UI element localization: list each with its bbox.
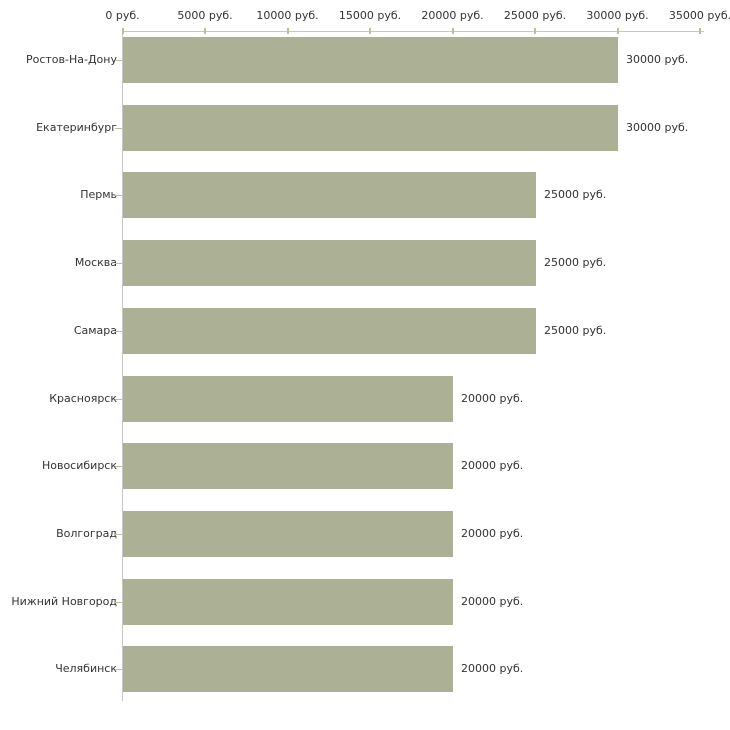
bar	[123, 37, 618, 83]
x-axis-tick-label: 30000 руб.	[586, 9, 649, 22]
value-label: 20000 руб.	[461, 392, 524, 405]
y-axis-tick-mark	[115, 263, 122, 264]
bar	[123, 240, 536, 286]
bar	[123, 376, 453, 422]
y-axis-tick-mark	[115, 331, 122, 332]
bar	[123, 443, 453, 489]
category-label: Красноярск	[49, 392, 117, 405]
bar	[123, 511, 453, 557]
y-axis-tick-mark	[115, 669, 122, 670]
x-axis-tick-mark	[204, 28, 206, 34]
category-label: Челябинск	[55, 662, 117, 675]
x-axis-tick-label: 20000 руб.	[421, 9, 484, 22]
x-axis-tick-label: 15000 руб.	[338, 9, 402, 22]
x-axis-tick-label: 0 руб.	[105, 9, 140, 22]
bar	[123, 579, 453, 625]
y-axis-tick-mark	[115, 466, 122, 467]
x-axis-tick-label: 5000 руб.	[177, 9, 233, 22]
category-label: Нижний Новгород	[11, 595, 117, 608]
bar	[123, 646, 453, 692]
value-label: 25000 руб.	[544, 188, 607, 201]
value-label: 20000 руб.	[461, 459, 524, 472]
y-axis-tick-mark	[115, 534, 122, 535]
bar	[123, 172, 536, 218]
value-label: 25000 руб.	[544, 324, 607, 337]
value-label: 20000 руб.	[461, 662, 524, 675]
category-label: Екатеринбург	[36, 121, 117, 134]
y-axis-tick-mark	[115, 60, 122, 61]
category-label: Волгоград	[56, 527, 117, 540]
x-axis-tick-label: 25000 руб.	[503, 9, 567, 22]
x-axis-line	[122, 31, 704, 32]
y-axis-tick-mark	[115, 602, 122, 603]
bar	[123, 105, 618, 151]
category-label: Москва	[74, 256, 117, 269]
value-label: 20000 руб.	[461, 595, 524, 608]
y-axis-tick-mark	[115, 399, 122, 400]
x-axis-tick-mark	[369, 28, 371, 34]
x-axis-tick-label: 35000 руб.	[668, 9, 730, 22]
x-axis-tick-mark	[451, 28, 454, 34]
value-label: 30000 руб.	[626, 121, 689, 134]
bar	[123, 308, 536, 354]
x-axis-tick-mark	[286, 28, 289, 34]
category-label: Пермь	[80, 188, 117, 201]
y-axis-tick-mark	[115, 195, 122, 196]
x-axis-tick-label: 10000 руб.	[256, 9, 319, 22]
x-axis-tick-mark	[534, 28, 536, 34]
category-label: Ростов-На-Дону	[25, 53, 117, 66]
category-label: Самара	[73, 324, 117, 337]
category-label: Новосибирск	[41, 459, 117, 472]
x-axis-tick-mark	[616, 28, 619, 34]
value-label: 20000 руб.	[461, 527, 524, 540]
value-label: 25000 руб.	[544, 256, 607, 269]
x-axis-tick-mark	[121, 28, 124, 34]
x-axis-tick-mark	[699, 28, 701, 34]
y-axis-line	[122, 31, 123, 701]
value-label: 30000 руб.	[626, 53, 689, 66]
y-axis-tick-mark	[115, 128, 122, 129]
